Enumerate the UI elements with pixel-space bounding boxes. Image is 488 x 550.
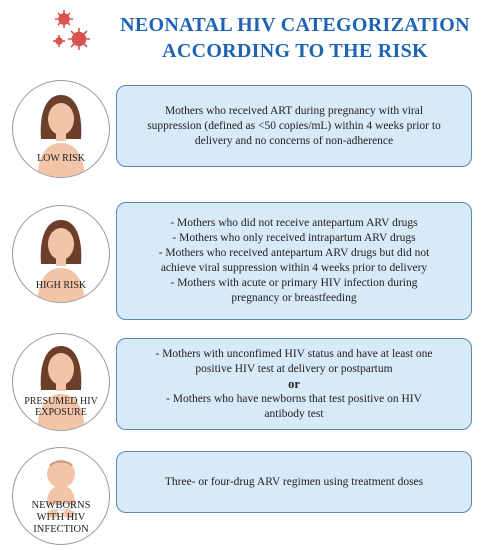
box-line: - Mothers who received antepartum ARV dr…	[158, 247, 430, 259]
title-line-2: ACCORDING TO THE RISK	[162, 40, 428, 62]
woman-icon	[37, 220, 85, 302]
box-line: Three- or four-drug ARV regimen using tr…	[164, 475, 424, 488]
newborns-infection-box: Three- or four-drug ARV regimen using tr…	[116, 451, 472, 513]
box-line: positive HIV test at delivery or postpar…	[195, 362, 393, 375]
box-line: - Mothers who have newborns that test po…	[166, 392, 422, 405]
presumed-exposure-circle: PRESUMED HIV EXPOSURE	[12, 333, 110, 431]
box-line: delivery and no concerns of non-adherenc…	[194, 134, 394, 147]
box-line: Mothers who received ART during pregnanc…	[164, 104, 424, 117]
box-line: - Mothers who only received intrapartum …	[172, 232, 416, 244]
box-line: suppression (defined as <50 copies/mL) w…	[147, 119, 441, 132]
box-line: achieve viral suppression within 4 weeks…	[160, 262, 428, 274]
presumed-exposure-label: PRESUMED HIV EXPOSURE	[24, 396, 98, 418]
low-risk-box: Mothers who received ART during pregnanc…	[116, 85, 472, 167]
woman-icon	[37, 346, 85, 430]
low-risk-circle: LOW RISK	[12, 80, 110, 178]
high-risk-circle: HIGH RISK	[12, 205, 110, 303]
virus-icon	[53, 10, 90, 50]
box-line: pregnancy or breastfeeding	[231, 292, 357, 304]
high-risk-label: HIGH RISK	[35, 280, 87, 291]
woman-icon	[37, 95, 85, 177]
presumed-exposure-box: - Mothers with unconfimed HIV status and…	[116, 338, 472, 430]
low-risk-label: LOW RISK	[37, 153, 85, 164]
box-line: antibody test	[264, 407, 324, 420]
high-risk-box: - Mothers who did not receive antepartum…	[116, 202, 472, 320]
or-label: or	[288, 376, 300, 391]
box-line: - Mothers who did not receive antepartum…	[170, 217, 418, 229]
page-title: NEONATAL HIV CATEGORIZATION ACCORDING TO…	[110, 12, 480, 64]
newborns-infection-circle: NEWBORNS WITH HIV INFECTION	[12, 447, 110, 545]
box-line: - Mothers with acute or primary HIV infe…	[170, 277, 418, 289]
title-line-1: NEONATAL HIV CATEGORIZATION	[120, 14, 470, 36]
baby-icon	[46, 460, 76, 518]
box-line: - Mothers with unconfimed HIV status and…	[155, 347, 433, 360]
newborns-infection-label: NEWBORNS WITH HIV INFECTION	[31, 500, 91, 535]
